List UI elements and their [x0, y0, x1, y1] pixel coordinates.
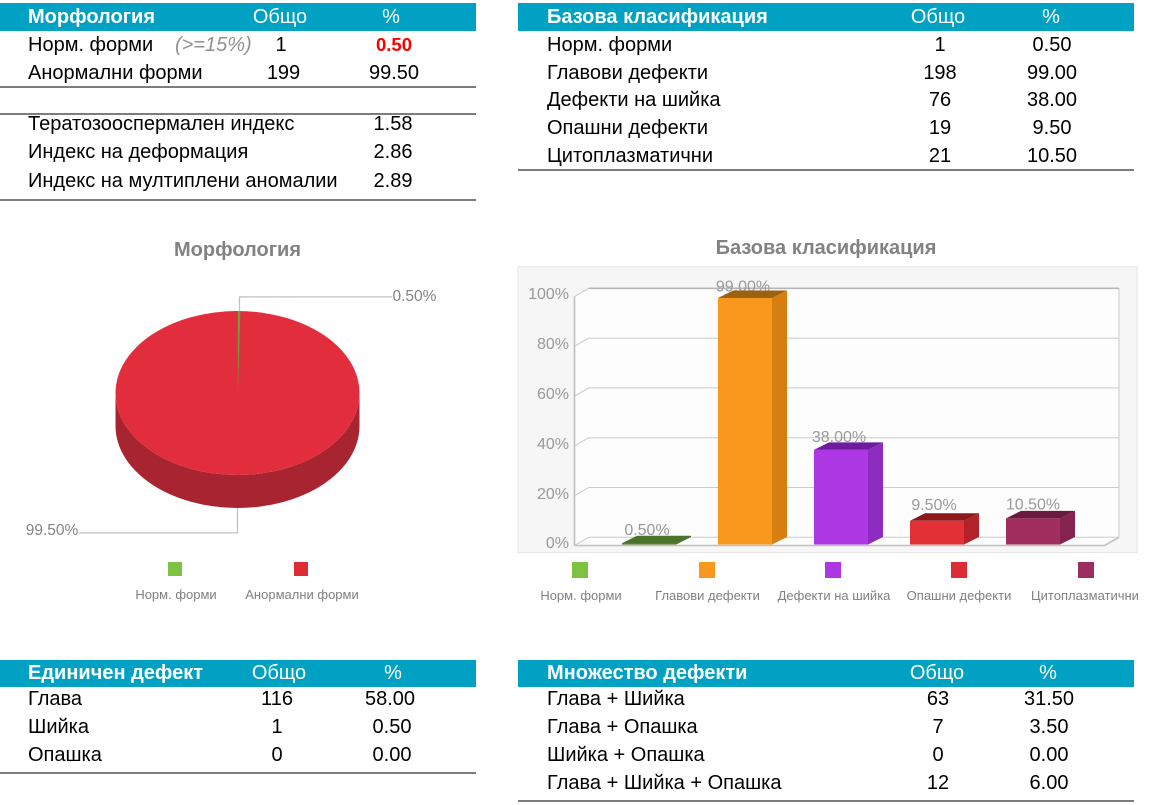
- svg-text:100%: 100%: [528, 286, 569, 303]
- svg-text:0.50%: 0.50%: [624, 522, 669, 539]
- svg-text:60%: 60%: [537, 386, 569, 403]
- svg-text:0.50%: 0.50%: [393, 288, 437, 305]
- svg-text:20%: 20%: [537, 486, 569, 503]
- svg-text:80%: 80%: [537, 336, 569, 353]
- svg-text:38.00%: 38.00%: [812, 429, 866, 446]
- svg-text:40%: 40%: [537, 436, 569, 453]
- svg-text:99.50%: 99.50%: [26, 522, 79, 539]
- svg-text:0%: 0%: [546, 535, 569, 552]
- svg-text:9.50%: 9.50%: [911, 497, 956, 514]
- svg-text:10.50%: 10.50%: [1006, 496, 1060, 513]
